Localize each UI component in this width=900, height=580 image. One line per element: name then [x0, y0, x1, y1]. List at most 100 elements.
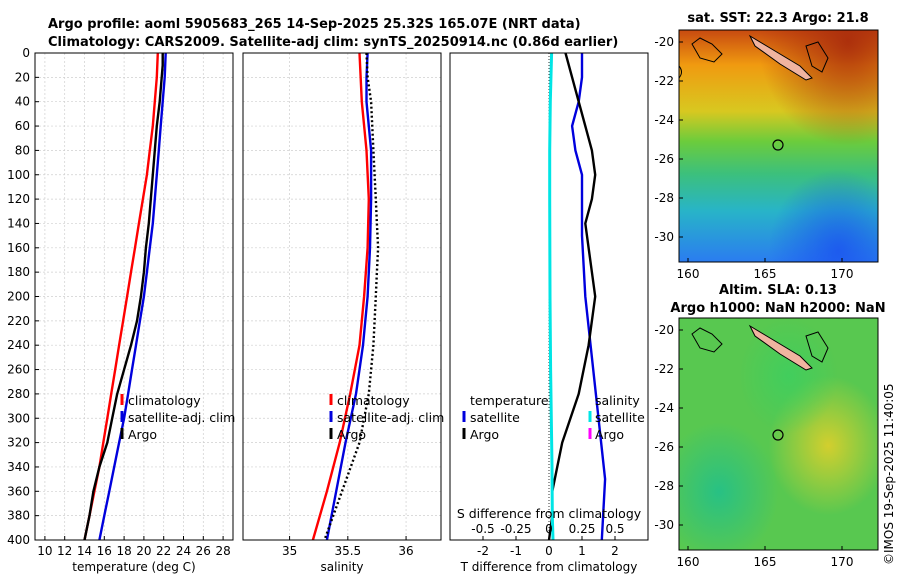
sla-map: Altim. SLA: 0.13 Argo h1000: NaN h2000: …	[670, 283, 886, 551]
series-line-climatology	[311, 52, 370, 541]
sst-contour-loyalty	[805, 41, 829, 73]
figure-title-line2: Climatology: CARS2009. Satellite-adj cli…	[48, 35, 618, 50]
y-tick-label: 40	[15, 95, 30, 109]
y-tick-label: 200	[7, 290, 30, 304]
s-tick-label: 0.25	[569, 522, 596, 536]
y-tick-label: 260	[7, 363, 30, 377]
map-y-tick-label: -24	[654, 401, 674, 415]
map-y-tick-label: -22	[654, 362, 674, 376]
x-tick-label: 2	[611, 544, 619, 558]
new-caledonia-landmass-sla	[748, 324, 813, 371]
y-tick-label: 100	[7, 168, 30, 182]
s-tick-label: 0	[545, 522, 553, 536]
y-tick-label: 20	[15, 70, 30, 84]
x-axis-label: T difference from climatology	[460, 560, 638, 574]
x-tick-label: 18	[116, 544, 131, 558]
sla-map-title-line1: Altim. SLA: 0.13	[719, 283, 837, 298]
y-tick-label: 80	[15, 143, 30, 157]
imos-credit: ©IMOS 19-Sep-2025 11:40:05	[882, 383, 896, 565]
series-line-satellite-adj-clim	[325, 52, 373, 541]
panel-frame	[449, 52, 649, 541]
legend-label: satellite-adj. clim	[128, 410, 235, 425]
x-tick-label: 28	[215, 544, 230, 558]
series-line-argo	[323, 52, 380, 541]
map-y-tick-label: -20	[654, 35, 674, 49]
legend-label: Argo	[128, 427, 157, 442]
map-x-tick-label: 160	[677, 267, 700, 281]
temperature-panel: 10 12 14 16 18 20 22 24 26 28 temperature (deg C) 0…	[7, 46, 235, 574]
map-x-tick-label: 165	[754, 555, 777, 569]
x-tick-label: -2	[477, 544, 489, 558]
x-tick-label: 0	[545, 544, 553, 558]
legend-label: satellite	[595, 410, 645, 425]
s-tick-label: -0.5	[471, 522, 494, 536]
sla-map-title-line2: Argo h1000: NaN h2000: NaN	[670, 301, 885, 316]
new-caledonia-landmass	[748, 34, 813, 81]
x-tick-label: -1	[510, 544, 522, 558]
legend-salinity-title: salinity	[595, 393, 640, 408]
map-y-tick-label: -22	[654, 74, 674, 88]
legend-label: climatology	[128, 393, 201, 408]
sla-argo-location	[772, 429, 784, 441]
map-x-tick-label: 170	[831, 267, 854, 281]
y-tick-label: 0	[22, 46, 30, 60]
x-tick-label: 24	[176, 544, 191, 558]
y-tick-label: 360	[7, 484, 30, 498]
series-line-satellite-adj-clim	[98, 52, 167, 541]
x-tick-label: 26	[196, 544, 211, 558]
map-x-tick-label: 170	[831, 555, 854, 569]
s-tick-label: 0.5	[605, 522, 624, 536]
difference-panel: -2 -1 0 1 2 T difference from climatology temp…	[449, 52, 649, 574]
map-y-tick-label: -26	[654, 152, 674, 166]
map-y-tick-label: -30	[654, 518, 674, 532]
y-tick-label: 160	[7, 241, 30, 255]
x-tick-label: 14	[77, 544, 92, 558]
y-tick-label: 380	[7, 509, 30, 523]
y-tick-label: 140	[7, 216, 30, 230]
x-tick-label: 35	[282, 544, 297, 558]
legend-label: Argo	[337, 427, 366, 442]
map-y-tick-label: -30	[654, 230, 674, 244]
series-line-climatology	[83, 52, 159, 541]
s-axis-label: S difference from climatology	[457, 506, 642, 521]
x-tick-label: 10	[37, 544, 52, 558]
y-tick-label: 320	[7, 436, 30, 450]
sst-contour-west	[691, 37, 723, 63]
legend-temperature-title: temperature	[470, 393, 549, 408]
x-tick-label: 16	[97, 544, 112, 558]
map-y-tick-label: -28	[654, 191, 674, 205]
series-line-salinity-satellite	[548, 52, 555, 541]
y-tick-label: 300	[7, 411, 30, 425]
x-tick-label: 12	[57, 544, 72, 558]
y-tick-label: 240	[7, 338, 30, 352]
legend-label: satellite	[470, 410, 520, 425]
map-y-tick-label: -24	[654, 113, 674, 127]
y-tick-label: 220	[7, 314, 30, 328]
sst-map-title: sat. SST: 22.3 Argo: 21.8	[687, 11, 868, 26]
legend-label: climatology	[337, 393, 410, 408]
y-tick-label: 60	[15, 119, 30, 133]
x-axis-label: temperature (deg C)	[72, 560, 195, 574]
map-y-tick-label: -28	[654, 479, 674, 493]
x-tick-label: 22	[156, 544, 171, 558]
x-tick-label: 36	[398, 544, 413, 558]
y-tick-label: 340	[7, 460, 30, 474]
y-tick-label: 120	[7, 192, 30, 206]
series-line-temperature-satellite	[570, 53, 607, 541]
map-y-tick-label: -20	[654, 323, 674, 337]
x-axis-label: salinity	[320, 560, 363, 574]
y-tick-label: 180	[7, 265, 30, 279]
x-tick-label: 35.5	[334, 544, 361, 558]
y-tick-label: 400	[7, 533, 30, 547]
map-x-tick-label: 165	[754, 267, 777, 281]
map-x-tick-label: 160	[677, 555, 700, 569]
legend-label: Argo	[595, 427, 624, 442]
x-tick-label: 20	[136, 544, 151, 558]
sst-argo-location	[772, 139, 784, 151]
legend-label: Argo	[470, 427, 499, 442]
salinity-panel: 35 35.5 36 salinity climatology satellite-adj…	[242, 52, 444, 574]
panel-frame	[242, 52, 442, 541]
series-line-argo	[83, 53, 164, 541]
map-y-tick-label: -26	[654, 440, 674, 454]
